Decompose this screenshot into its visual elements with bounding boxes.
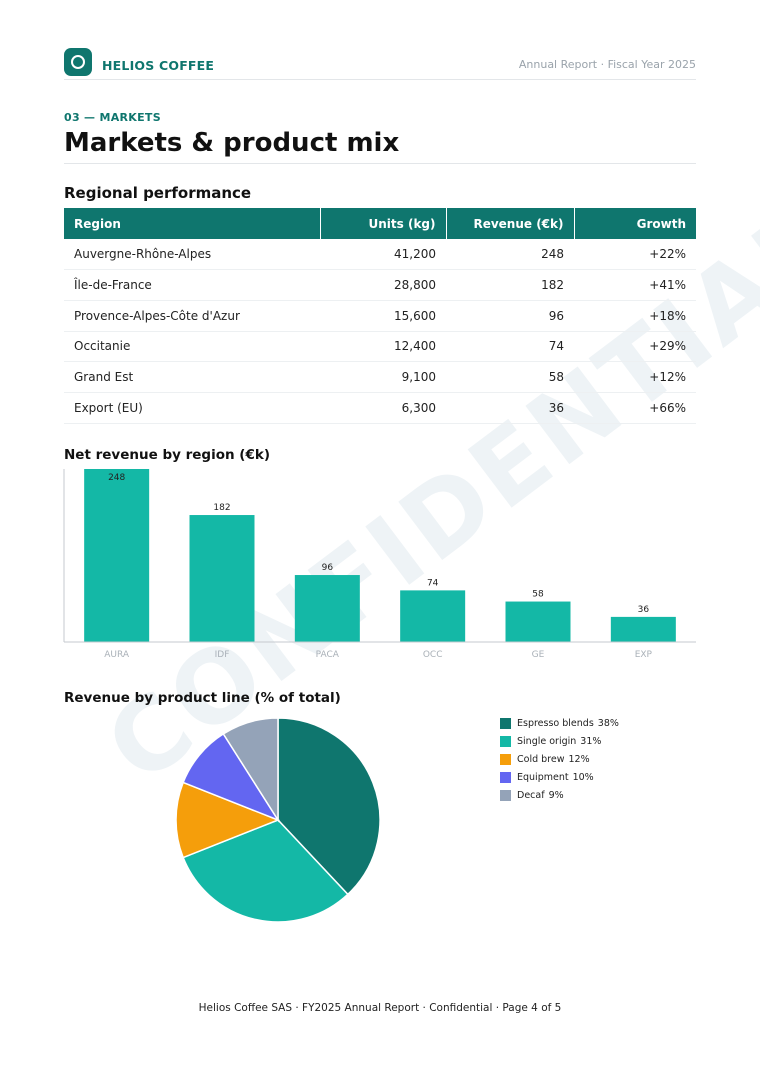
regional-performance-table: Region Units (kg) Revenue (€k) Growth Au…: [64, 208, 696, 424]
bar-value-label: 96: [322, 563, 334, 573]
column-header-units: Units (kg): [320, 208, 447, 239]
column-header-growth: Growth: [574, 208, 696, 239]
x-tick-label: IDF: [215, 650, 230, 660]
table-header-row: Region Units (kg) Revenue (€k) Growth: [64, 208, 696, 239]
column-header-region: Region: [64, 208, 321, 239]
revenue-cell: 58: [446, 361, 574, 393]
legend-label: Espresso blends: [517, 717, 594, 729]
page-title: Markets & product mix: [64, 128, 696, 164]
bar-value-label: 248: [108, 473, 125, 483]
pie-slice-decaf: [222, 717, 279, 823]
section-label: 03 — MARKETS: [64, 111, 161, 124]
logo-icon: [64, 48, 92, 76]
pie-legend: Espresso blends 38% Single origin 31% Cold b…: [500, 714, 619, 804]
column-header-revenue: Revenue (€k): [446, 208, 575, 239]
legend-item: Decaf 9%: [500, 786, 619, 804]
legend-label: Equipment: [517, 771, 569, 783]
legend-label: Cold brew: [517, 753, 565, 765]
units-cell: 6,300: [320, 392, 446, 424]
product-line-pie-chart: [175, 717, 381, 923]
region-cell: Export (EU): [64, 392, 320, 424]
legend-item: Single origin 31%: [500, 732, 619, 750]
region-cell: Occitanie: [64, 331, 320, 363]
x-tick-label: AURA: [104, 650, 130, 660]
brand-name: HELIOS COFFEE: [102, 58, 215, 73]
page-footer: Helios Coffee SAS · FY2025 Annual Report…: [198, 1002, 562, 1014]
units-cell: 28,800: [320, 269, 446, 301]
legend-label: Single origin: [517, 735, 577, 747]
legend-item: Cold brew 12%: [500, 750, 619, 768]
page-header: HELIOS COFFEE Annual Report · Fiscal Yea…: [64, 48, 696, 80]
legend-value: 12%: [568, 753, 590, 765]
region-cell: Île-de-France: [64, 269, 320, 301]
growth-cell: +22%: [574, 239, 696, 271]
bar-occ: [400, 590, 466, 642]
pie-slice-single-origin: [182, 819, 349, 923]
bar-value-label: 182: [213, 503, 230, 513]
table-row: Provence-Alpes-Côte d'Azur 15,600 96 +18…: [64, 300, 696, 332]
revenue-cell: 96: [446, 300, 574, 332]
pie-slice-cold-brew: [175, 781, 281, 859]
units-cell: 15,600: [320, 300, 446, 332]
revenue-cell: 248: [446, 239, 574, 271]
x-tick-label: PACA: [316, 650, 340, 660]
region-cell: Grand Est: [64, 361, 320, 393]
bar-paca: [294, 575, 360, 642]
bar-idf: [189, 515, 255, 642]
units-cell: 12,400: [320, 331, 446, 363]
legend-value: 10%: [572, 771, 594, 783]
legend-swatch: [500, 789, 511, 801]
revenue-cell: 36: [446, 392, 574, 424]
bar-aura: [84, 469, 150, 642]
bar-ge: [505, 601, 571, 642]
table-row: Auvergne-Rhône-Alpes 41,200 248 +22%: [64, 239, 696, 271]
region-cell: Auvergne-Rhône-Alpes: [64, 239, 320, 271]
regional-heading: Regional performance: [64, 184, 252, 202]
table-row: Grand Est 9,100 58 +12%: [64, 361, 696, 393]
units-cell: 41,200: [320, 239, 446, 271]
x-tick-label: GE: [532, 650, 545, 660]
legend-swatch: [500, 771, 511, 783]
growth-cell: +12%: [574, 361, 696, 393]
bar-value-label: 36: [638, 605, 650, 615]
units-cell: 9,100: [320, 361, 446, 393]
revenue-cell: 182: [446, 269, 574, 301]
report-title: Annual Report · Fiscal Year 2025: [518, 58, 696, 71]
legend-label: Decaf: [517, 789, 545, 801]
legend-item: Equipment 10%: [500, 768, 619, 786]
bar-value-label: 58: [532, 590, 544, 600]
growth-cell: +41%: [574, 269, 696, 301]
bar-exp: [610, 616, 676, 642]
pie-chart-title: Revenue by product line (% of total): [64, 690, 341, 706]
bar-chart-title: Net revenue by region (€k): [64, 447, 271, 463]
x-tick-label: OCC: [423, 650, 443, 660]
legend-value: 31%: [580, 735, 602, 747]
legend-swatch: [500, 717, 511, 729]
revenue-bar-chart: 248 AURA 182 IDF 96 PACA 74 OCC 58 GE 36 EXP: [63, 469, 696, 660]
table-row: Île-de-France 28,800 182 +41%: [64, 269, 696, 301]
growth-cell: +29%: [574, 331, 696, 363]
legend-swatch: [500, 753, 511, 765]
pie-slice-espresso-blends: [277, 717, 381, 896]
legend-item: Espresso blends 38%: [500, 714, 619, 732]
legend-swatch: [500, 735, 511, 747]
legend-value: 38%: [597, 717, 619, 729]
bar-value-label: 74: [427, 578, 439, 588]
growth-cell: +18%: [574, 300, 696, 332]
growth-cell: +66%: [574, 392, 696, 424]
table-row: Export (EU) 6,300 36 +66%: [64, 392, 696, 424]
table-row: Occitanie 12,400 74 +29%: [64, 331, 696, 363]
legend-value: 9%: [548, 789, 564, 801]
revenue-cell: 74: [446, 331, 574, 363]
region-cell: Provence-Alpes-Côte d'Azur: [64, 300, 320, 332]
x-tick-label: EXP: [635, 650, 653, 660]
